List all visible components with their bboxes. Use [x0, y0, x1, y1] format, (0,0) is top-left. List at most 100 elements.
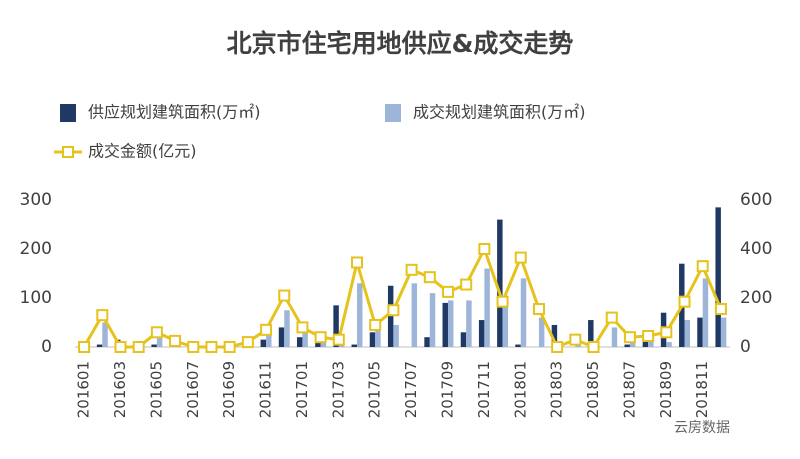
x-tick-label: 201711	[475, 361, 493, 418]
line-marker	[605, 311, 618, 324]
bar	[720, 317, 727, 347]
x-tick-label: 201605	[147, 361, 165, 418]
bar	[629, 342, 636, 347]
line-marker	[150, 326, 163, 339]
line-marker	[132, 341, 145, 353]
x-tick-label: 201707	[402, 361, 420, 418]
legend-swatch	[60, 104, 76, 122]
line-marker	[260, 323, 273, 336]
bar	[624, 344, 630, 347]
bar	[697, 317, 703, 347]
watermark: 云房数据	[674, 420, 730, 436]
bar	[278, 327, 285, 347]
line-marker	[478, 243, 491, 255]
bar	[333, 305, 339, 347]
line-marker	[405, 263, 418, 276]
bar	[642, 339, 649, 347]
bar	[478, 320, 485, 347]
bar	[684, 320, 690, 347]
x-tick-label: 201603	[111, 361, 129, 418]
line-marker	[114, 341, 127, 353]
bar	[484, 268, 490, 347]
legend-label: 成交规划建筑面积(万㎡)	[413, 103, 586, 122]
bar	[102, 322, 108, 347]
x-tick-label: 201801	[511, 361, 529, 418]
line-marker	[332, 333, 345, 346]
line-marker	[696, 260, 709, 273]
bar	[611, 327, 618, 347]
line-marker	[387, 304, 400, 317]
y-tick-label: 200	[20, 239, 52, 259]
bar	[575, 344, 581, 347]
line-marker	[569, 333, 582, 346]
x-tick-label: 201705	[366, 361, 384, 418]
line-marker	[460, 278, 473, 291]
bar	[702, 278, 709, 347]
line-marker	[714, 303, 727, 316]
line-marker	[78, 341, 91, 353]
bar	[520, 278, 527, 347]
chart-title: 北京市住宅用地供应&成交走势	[227, 29, 574, 58]
bar	[375, 327, 381, 347]
x-tick-label: 201703	[329, 361, 347, 418]
bar	[460, 332, 467, 347]
x-tick-label: 201601	[75, 361, 93, 418]
legend-label: 成交金额(亿元)	[88, 142, 197, 161]
x-tick-label: 201607	[184, 361, 202, 418]
line-marker	[169, 334, 182, 347]
bar	[411, 283, 418, 347]
line-marker	[423, 271, 436, 284]
line-marker	[642, 329, 655, 342]
line-marker	[314, 331, 327, 344]
bar	[588, 320, 594, 347]
bar	[369, 332, 376, 347]
bar	[266, 332, 272, 347]
line-marker	[278, 289, 291, 302]
y2-tick-label: 400	[740, 239, 772, 259]
line-marker	[205, 341, 218, 353]
line-marker	[296, 321, 309, 334]
line-marker	[241, 336, 254, 349]
x-tick-label: 201805	[584, 361, 602, 418]
legend-swatch	[385, 104, 401, 122]
y-tick-label: 300	[20, 190, 52, 210]
bar	[551, 324, 558, 347]
legend-marker	[62, 146, 74, 158]
bar	[466, 300, 472, 347]
bar	[260, 339, 267, 347]
line-marker	[587, 341, 600, 353]
line-marker	[532, 303, 545, 316]
bar	[502, 300, 509, 347]
bar	[156, 337, 163, 347]
legend-label: 供应规划建筑面积(万㎡)	[88, 103, 261, 122]
bar	[447, 300, 454, 347]
bar	[429, 293, 436, 347]
line-marker	[623, 331, 636, 344]
bar	[497, 219, 503, 347]
bar	[648, 339, 654, 347]
y2-tick-label: 600	[740, 190, 772, 210]
bar	[96, 344, 103, 347]
bar	[296, 337, 303, 347]
line-marker	[496, 295, 509, 308]
bar	[357, 283, 363, 347]
y2-tick-label: 200	[740, 288, 772, 308]
x-tick-label: 201803	[548, 361, 566, 418]
bar	[538, 317, 545, 347]
bar	[515, 344, 521, 347]
x-tick-label: 201709	[438, 361, 456, 418]
bar	[666, 342, 672, 347]
bar	[715, 207, 721, 347]
line-marker	[678, 295, 691, 308]
x-tick-label: 201701	[293, 361, 311, 418]
x-tick-label: 201807	[620, 361, 638, 418]
y-tick-label: 0	[41, 337, 52, 357]
bar	[424, 337, 430, 347]
bar	[302, 332, 308, 347]
bar	[442, 302, 448, 347]
bar	[393, 324, 399, 347]
line-marker	[514, 251, 527, 264]
x-tick-label: 201609	[220, 361, 238, 418]
y2-tick-label: 0	[740, 337, 751, 357]
